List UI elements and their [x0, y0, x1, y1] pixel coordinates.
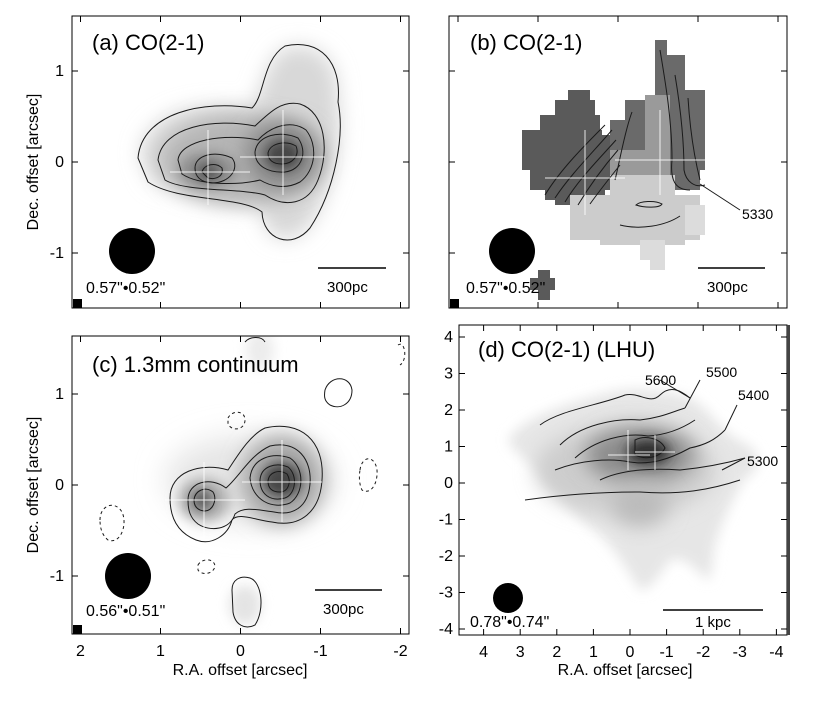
- y-tick-label: -1: [50, 568, 64, 585]
- y-tick-label: -3: [439, 585, 453, 602]
- contour-label: 5330: [742, 206, 773, 222]
- x-tick-label: 1: [156, 643, 165, 660]
- x-tick-label: 3: [516, 644, 525, 661]
- panel-c: (c) 1.3mm continuum 0.56"•0.51" 300pc: [71, 335, 410, 635]
- contour-label-5400: 5400: [738, 387, 769, 403]
- beam-ellipse: [493, 583, 523, 613]
- y-tick-label: 0: [444, 475, 453, 492]
- panel-d: (d) CO(2-1) (LHU) 0.78"•0.74" 1 kpc 5600…: [458, 324, 790, 636]
- panel-title: (d) CO(2-1) (LHU): [478, 337, 655, 362]
- scale-bar-label: 300pc: [327, 279, 368, 296]
- x-tick-label: 0: [236, 643, 245, 660]
- x-tick-label: -3: [733, 644, 747, 661]
- contour-label-5600: 5600: [645, 372, 676, 388]
- x-axis-label-left: R.A. offset [arcsec]: [173, 662, 308, 679]
- contour-label-5300: 5300: [747, 453, 778, 469]
- y-tick-label: 1: [55, 63, 64, 80]
- x-tick-label: -2: [696, 644, 710, 661]
- y-tick-label: -4: [439, 621, 453, 638]
- y-tick-label: 2: [444, 402, 453, 419]
- beam-ellipse: [105, 553, 151, 599]
- x-tick-label: 2: [76, 643, 85, 660]
- x-tick-label: -1: [313, 643, 327, 660]
- y-tick-label: 3: [444, 366, 453, 383]
- x-tick-label: 0: [626, 644, 635, 661]
- panel-d-image: [493, 379, 763, 613]
- panel-title: (b) CO(2-1): [470, 30, 582, 55]
- beam-label: 0.78"•0.74": [470, 614, 549, 631]
- scale-bar-label: 300pc: [707, 279, 748, 296]
- beam-label: 0.56"•0.51": [86, 603, 165, 620]
- y-axis-label-top: Dec. offset [arcsec]: [25, 94, 42, 231]
- beam-label: 0.57"•0.52": [466, 280, 545, 297]
- y-tick-label: 4: [444, 329, 453, 346]
- panel-b-image: [450, 40, 765, 308]
- y-tick-label: 0: [55, 477, 64, 494]
- panel-a-image: [73, 44, 386, 308]
- y-tick-label: -2: [439, 548, 453, 565]
- y-tick-label: -1: [50, 245, 64, 262]
- contour-label-5500: 5500: [706, 364, 737, 380]
- beam-ellipse: [109, 228, 155, 274]
- beam-label: 0.57"•0.52": [86, 280, 165, 297]
- x-tick-label: -2: [393, 643, 407, 660]
- axis-ticks: 1 0 -1 1 0 -1 2 1 0 -1 -2 4 3 2 1 0 -1 -2 -3 -4 4 3 2 1 0 -1 -2 -3 -…: [50, 16, 787, 661]
- scale-bar-label: 300pc: [323, 601, 364, 618]
- beam-ellipse: [489, 228, 535, 274]
- x-tick-label: -4: [769, 644, 783, 661]
- y-tick-label: 1: [55, 386, 64, 403]
- panel-title: (c) 1.3mm continuum: [92, 352, 299, 377]
- y-axis-label-bottom: Dec. offset [arcsec]: [25, 417, 42, 554]
- x-tick-label: 4: [479, 644, 488, 661]
- x-tick-label: 1: [589, 644, 598, 661]
- panel-title: (a) CO(2-1): [92, 30, 204, 55]
- panel-b: (b) CO(2-1) 0.57"•0.52" 300pc 5330: [448, 15, 788, 309]
- y-tick-label: 0: [55, 154, 64, 171]
- x-tick-label: -1: [659, 644, 673, 661]
- scale-bar-label: 1 kpc: [695, 614, 731, 631]
- x-tick-label: 2: [552, 644, 561, 661]
- y-tick-label: 1: [444, 439, 453, 456]
- panel-c-image: [73, 336, 406, 634]
- panel-a: (a) CO(2-1) 0.57"•0.52" 300pc: [71, 15, 410, 309]
- y-tick-label: -1: [439, 512, 453, 529]
- x-axis-label-right: R.A. offset [arcsec]: [558, 662, 693, 679]
